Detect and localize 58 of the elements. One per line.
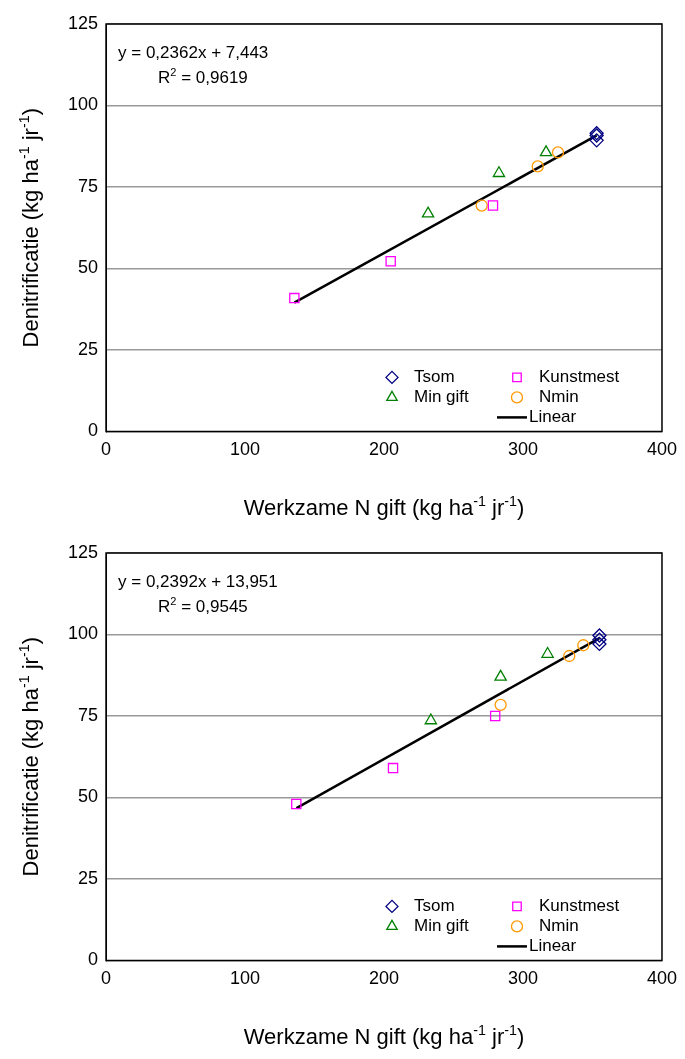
y-tick-label: 100 xyxy=(67,623,99,644)
y-tick-label: 25 xyxy=(78,867,99,888)
legend-label: Linear xyxy=(528,936,577,956)
legend-label: Kunstmest xyxy=(538,367,620,387)
point xyxy=(421,206,435,218)
point xyxy=(577,639,590,652)
x-tick-label: 400 xyxy=(646,439,678,460)
x-tick-label: 100 xyxy=(230,968,261,989)
x-tick-label: 100 xyxy=(230,439,261,460)
y-tick-label: 125 xyxy=(67,12,99,33)
y-tick-label: 50 xyxy=(78,786,99,807)
legend-label: Tsom xyxy=(413,367,455,387)
point xyxy=(541,646,554,658)
point xyxy=(592,628,607,643)
legend-label: Tsom xyxy=(413,896,455,916)
y-tick-label: 25 xyxy=(78,338,99,359)
annotation: y = 0,2362x + 7,443 xyxy=(118,43,269,62)
annotation: y = 0,2392x + 13,951 xyxy=(118,572,278,591)
point xyxy=(291,798,302,810)
x-tick-label: 400 xyxy=(646,968,678,989)
point xyxy=(563,649,576,663)
x-tick-label: 0 xyxy=(101,968,112,989)
legend-label: Nmin xyxy=(538,916,579,936)
point xyxy=(475,199,488,212)
point xyxy=(289,292,300,304)
point xyxy=(551,146,565,159)
legend-label: Kunstmest xyxy=(538,896,620,916)
legend-label: Nmin xyxy=(538,387,579,407)
y-tick-label: 75 xyxy=(78,704,99,725)
y-axis-title: Denitrificatie (kg ha-1 jr-1) xyxy=(15,637,43,877)
y-tick-label: 75 xyxy=(78,175,99,196)
point xyxy=(592,636,607,652)
point xyxy=(531,160,544,173)
point xyxy=(494,698,507,712)
y-tick-label: 0 xyxy=(88,420,99,441)
legend-label: Min gift xyxy=(413,916,470,936)
y-axis-title: Denitrificatie (kg ha-1 jr-1) xyxy=(15,108,43,348)
x-tick-label: 0 xyxy=(101,439,112,460)
x-tick-label: 200 xyxy=(368,439,400,460)
point xyxy=(592,632,607,647)
point xyxy=(385,256,396,267)
legend-label: Linear xyxy=(528,407,577,427)
x-tick-label: 300 xyxy=(507,439,539,460)
y-tick-label: 0 xyxy=(88,949,99,970)
y-tick-label: 125 xyxy=(67,541,99,562)
x-tick-label: 200 xyxy=(368,968,400,989)
y-tick-label: 50 xyxy=(78,257,99,278)
point xyxy=(424,713,438,725)
point xyxy=(494,669,507,681)
point xyxy=(489,710,501,722)
point xyxy=(492,166,506,178)
x-tick-label: 300 xyxy=(507,968,539,989)
point xyxy=(589,133,604,148)
point xyxy=(387,762,399,774)
point xyxy=(539,145,553,157)
point xyxy=(487,200,499,211)
legend-label: Min gift xyxy=(413,387,470,407)
y-tick-label: 100 xyxy=(67,94,99,115)
